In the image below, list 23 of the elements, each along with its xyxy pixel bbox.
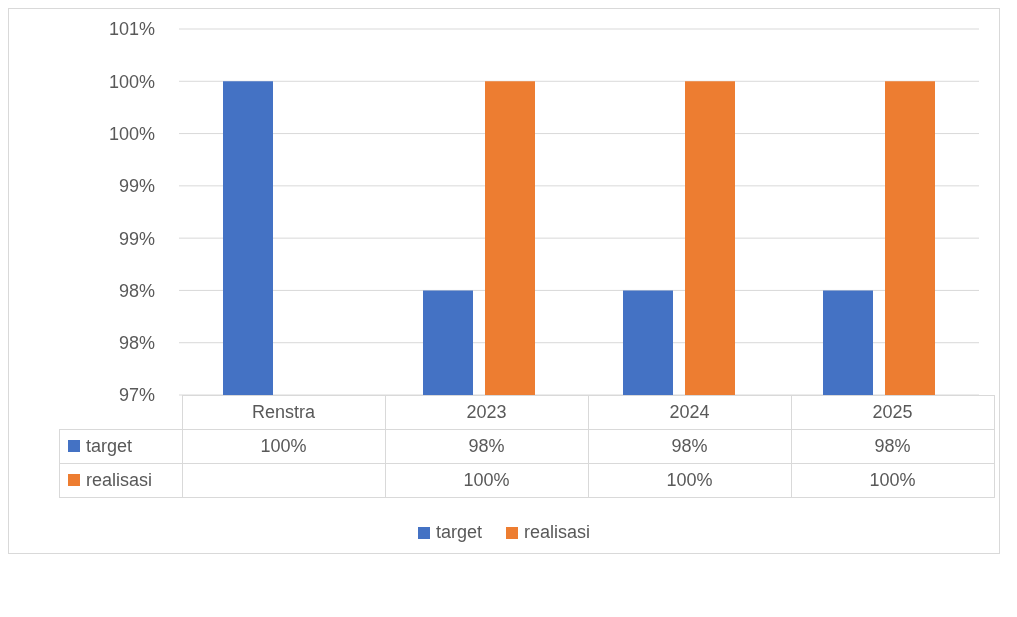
data-label: 100% [791, 463, 994, 498]
data-label: 98% [588, 429, 791, 464]
y-tick-label: 97% [118, 385, 155, 406]
y-tick-label: 101% [108, 19, 155, 40]
y-tick-label: 99% [118, 176, 155, 197]
legend-label: target [59, 429, 182, 464]
y-tick-label: 100% [108, 123, 155, 144]
data-label: 98% [791, 429, 994, 464]
data-label: 100% [182, 429, 385, 464]
x-tick-label: Renstra [182, 395, 385, 430]
x-tick-label: 2023 [385, 395, 588, 430]
x-tick-label: 2024 [588, 395, 791, 430]
data-label: 98% [385, 429, 588, 464]
y-tick-label: 100% [108, 71, 155, 92]
y-tick-label: 99% [118, 228, 155, 249]
legend-label: realisasi [523, 522, 591, 543]
x-tick-label: 2025 [791, 395, 994, 430]
y-tick-label: 98% [118, 280, 155, 301]
text: target [435, 522, 482, 542]
data-label: 100% [385, 463, 588, 498]
data-label: 100% [588, 463, 791, 498]
y-tick-label: 98% [118, 333, 155, 354]
text: realisasi [86, 470, 153, 490]
